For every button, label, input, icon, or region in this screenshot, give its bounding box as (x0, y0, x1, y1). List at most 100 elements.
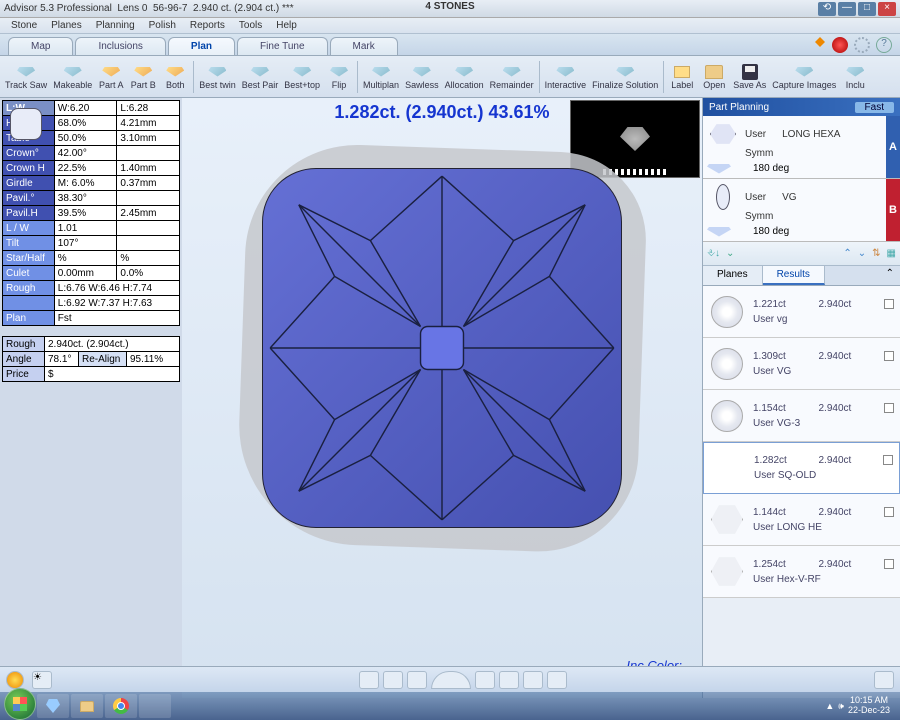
part-row-b[interactable]: UserVG Symm 180 deg B (703, 179, 900, 242)
menu-help[interactable]: Help (269, 20, 304, 31)
tool-remainder[interactable]: Remainder (487, 62, 537, 92)
result-row[interactable]: 1.221ct2.940ct User vg (703, 286, 900, 338)
meas-val: % (54, 251, 117, 266)
meas-label: Girdle (3, 176, 55, 191)
tool-best+top[interactable]: Best+top (281, 62, 323, 92)
down-icon[interactable]: ⌄ (858, 248, 866, 259)
realign-button[interactable]: Re-Align (79, 352, 127, 367)
results-toolbar: ⎀↓ ⌄ ⌃ ⌄ ⇅ ▦ (703, 242, 900, 266)
tool-open[interactable]: Open (698, 62, 730, 92)
meas-val: 107° (54, 236, 117, 251)
system-tray[interactable]: ▲ 🕪 10:15 AM 22-Dec-23 (819, 696, 896, 716)
maximize-button[interactable]: □ (858, 2, 876, 16)
tab-fine-tune[interactable]: Fine Tune (237, 37, 327, 55)
tab-inclusions[interactable]: Inclusions (75, 37, 165, 55)
tool-track-saw[interactable]: Track Saw (2, 62, 50, 92)
meas-val (117, 191, 180, 206)
tool-flip[interactable]: Flip (323, 62, 355, 92)
bt-icon[interactable] (475, 671, 495, 689)
bt-icon[interactable] (407, 671, 427, 689)
menu-planning[interactable]: Planning (89, 20, 142, 31)
meas-val (117, 236, 180, 251)
bt-icon[interactable] (547, 671, 567, 689)
center-title: 4 STONES (425, 1, 474, 12)
menu-reports[interactable]: Reports (183, 20, 232, 31)
tool-interactive[interactable]: Interactive (542, 62, 590, 92)
help-icon[interactable]: ? (876, 37, 892, 53)
result-row[interactable]: 1.154ct2.940ct User VG-3 (703, 390, 900, 442)
group-icon[interactable]: ▦ (887, 248, 896, 259)
tab-mark[interactable]: Mark (330, 37, 398, 55)
tab-map[interactable]: Map (8, 37, 73, 55)
taskbar-app2[interactable] (139, 694, 171, 718)
thumb-stone-icon (620, 127, 650, 151)
menu-polish[interactable]: Polish (142, 20, 183, 31)
meas-label: Pavil.H (3, 206, 55, 221)
results-list[interactable]: 1.221ct2.940ct User vg 1.309ct2.940ct Us… (703, 286, 900, 698)
result-row[interactable]: 1.254ct2.940ct User Hex-V-RF (703, 546, 900, 598)
refresh-button[interactable]: ⟲ (818, 2, 836, 16)
tool-part-a[interactable]: Part A (95, 62, 127, 92)
align-icon[interactable]: ⎀↓ (707, 248, 720, 259)
tool-best-pair[interactable]: Best Pair (239, 62, 282, 92)
tool-capture-images[interactable]: Capture Images (769, 62, 839, 92)
meas-label: Culet (3, 266, 55, 281)
part-row-a[interactable]: UserLONG HEXA Symm 180 deg A (703, 116, 900, 179)
collapse-icon[interactable]: ⌃ (880, 266, 900, 285)
tool-both[interactable]: Both (159, 62, 191, 92)
measurements-panel: L:W W:6.20 L:6.28 Height68.0%4.21mmTable… (0, 98, 182, 698)
tool-part-b[interactable]: Part B (127, 62, 159, 92)
minimize-button[interactable]: — (838, 2, 856, 16)
taskbar-chrome[interactable] (105, 694, 137, 718)
rp-tab-results[interactable]: Results (763, 266, 825, 285)
tray-up-icon[interactable]: ▲ (825, 701, 834, 711)
start-button[interactable] (4, 688, 36, 720)
close-button[interactable]: × (878, 2, 896, 16)
tool-multiplan[interactable]: Multiplan (360, 62, 402, 92)
meas-val: % (117, 251, 180, 266)
meas-val: 2.45mm (117, 206, 180, 221)
result-row[interactable]: 1.144ct2.940ct User LONG HE (703, 494, 900, 546)
up-icon[interactable]: ⌃ (843, 248, 851, 259)
taskbar-explorer[interactable] (71, 694, 103, 718)
meas-val: 42.00° (54, 146, 117, 161)
sort-icon[interactable]: ⇅ (872, 248, 880, 259)
tool-save-as[interactable]: Save As (730, 62, 769, 92)
bt-icon[interactable] (6, 671, 24, 689)
tool-allocation[interactable]: Allocation (442, 62, 487, 92)
meas-label: Crown° (3, 146, 55, 161)
bt-icon[interactable] (383, 671, 403, 689)
bt-icon[interactable]: ☀ (32, 671, 52, 689)
nav-arrows[interactable] (810, 37, 826, 53)
menu-tools[interactable]: Tools (232, 20, 269, 31)
tray-icon[interactable]: 🕪 (838, 701, 844, 712)
tray-clock[interactable]: 10:15 AM 22-Dec-23 (848, 696, 890, 716)
bt-icon[interactable] (874, 671, 894, 689)
tool-best-twin[interactable]: Best twin (196, 62, 239, 92)
result-row[interactable]: 1.282ct2.940ct User SQ-OLD (703, 442, 900, 494)
settings-icon[interactable] (854, 37, 870, 53)
main-tabbar: MapInclusionsPlanFine TuneMark ? (0, 34, 900, 56)
record-icon[interactable] (832, 37, 848, 53)
taskbar-app[interactable] (37, 694, 69, 718)
result-row[interactable]: 1.309ct2.940ct User VG (703, 338, 900, 390)
bt-icon[interactable] (499, 671, 519, 689)
lens-info: Lens 0 (117, 3, 147, 14)
menu-stone[interactable]: Stone (4, 20, 44, 31)
rp-tab-planes[interactable]: Planes (703, 266, 763, 285)
app-title: Advisor 5.3 Professional (4, 3, 112, 14)
bt-icon[interactable] (359, 671, 379, 689)
bt-icon[interactable] (523, 671, 543, 689)
chevron-down-icon[interactable]: ⌄ (726, 248, 734, 259)
tab-plan[interactable]: Plan (168, 37, 235, 55)
menu-planes[interactable]: Planes (44, 20, 89, 31)
tool-makeable[interactable]: Makeable (50, 62, 95, 92)
rp-title: Part Planning (709, 102, 769, 113)
stone-viewport[interactable]: 1.282ct. (2.940ct.) 43.61% (182, 98, 702, 698)
tool-sawless[interactable]: Sawless (402, 62, 442, 92)
bt-icon[interactable] (431, 671, 471, 689)
results-tabs: PlanesResults ⌃ (703, 266, 900, 286)
tool-label[interactable]: Label (666, 62, 698, 92)
tool-finalize-solution[interactable]: Finalize Solution (589, 62, 661, 92)
tool-inclu[interactable]: Inclu (839, 62, 871, 92)
